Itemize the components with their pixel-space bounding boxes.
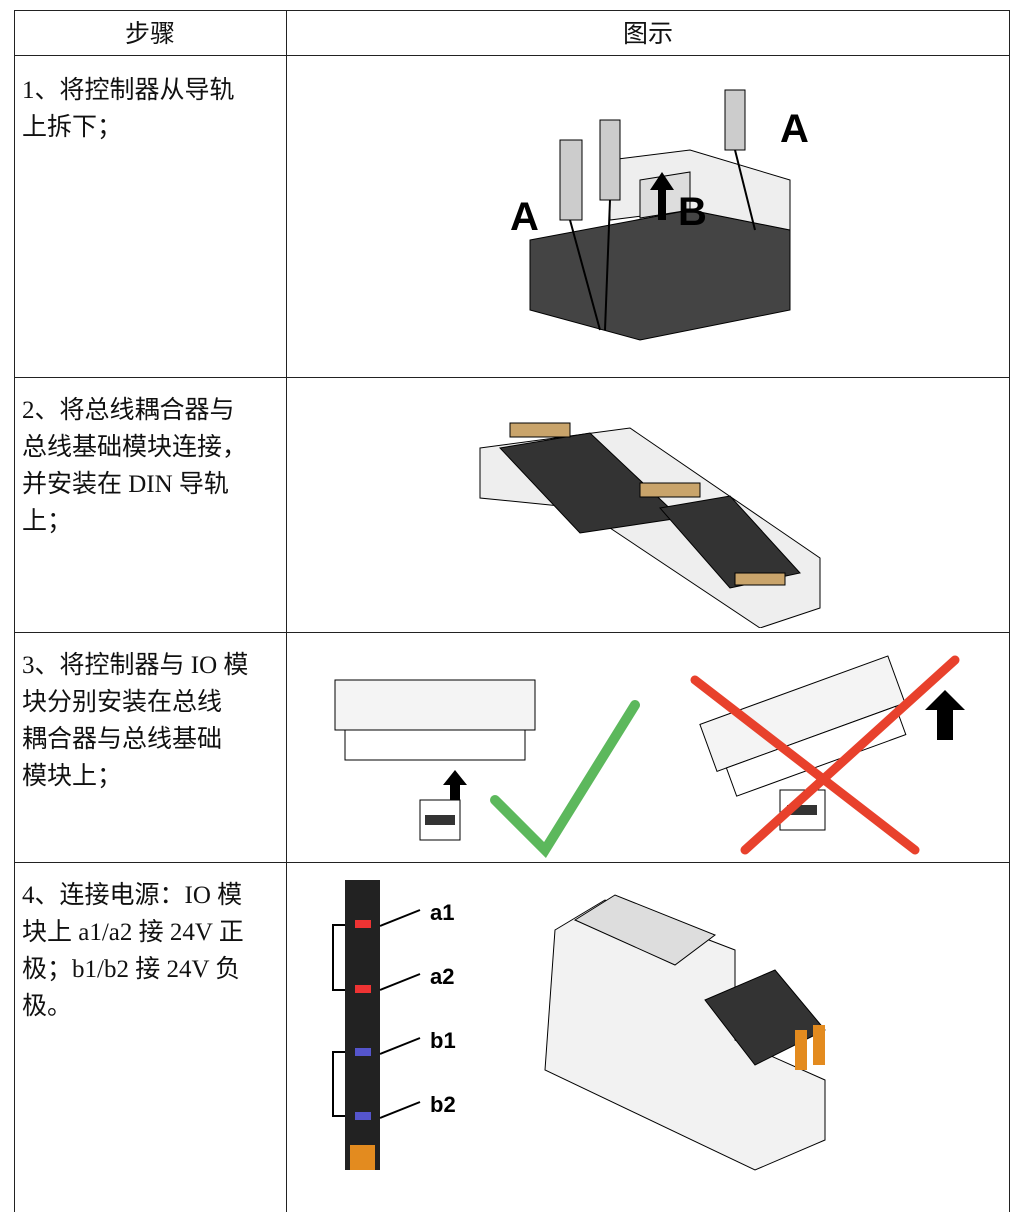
- step-line: 上；: [22, 508, 73, 535]
- step-line: 上拆下；: [22, 114, 123, 141]
- figure-label: A: [780, 107, 809, 151]
- step-line: 1、将控制器从导轨: [22, 77, 235, 104]
- rule: [14, 377, 1010, 378]
- header-cell: 图示: [622, 21, 673, 48]
- step-line: 块上 a1/a2 接 24V 正: [22, 919, 244, 946]
- figure-label: a2: [430, 964, 454, 989]
- figure-label: b1: [430, 1028, 456, 1053]
- rule: [14, 10, 1010, 11]
- rule: [286, 10, 287, 1212]
- figure-bus-coupler: [479, 422, 821, 628]
- figure-remove-controller: A B A: [510, 89, 809, 341]
- figure-label: B: [678, 190, 707, 234]
- figure-power-wiring: a1 a2 b1 b2: [332, 880, 826, 1171]
- rule: [14, 632, 1010, 633]
- step-text: 1、将控制器从导轨 上拆下；: [22, 72, 277, 146]
- step-line: 模块上；: [22, 763, 123, 790]
- header-cell: 步骤: [124, 21, 175, 48]
- step-line: 2、将总线耦合器与: [22, 397, 235, 424]
- step-line: 并安装在 DIN 导轨: [22, 471, 229, 498]
- step-line: 耦合器与总线基础: [22, 726, 223, 753]
- step-text: 4、连接电源：IO 模块上 a1/a2 接 24V 正极；b1/b2 接 24V…: [22, 877, 277, 1025]
- step-line: 总线基础模块连接，: [22, 434, 248, 461]
- figure-label: b2: [430, 1092, 456, 1117]
- figure-label: a1: [430, 900, 454, 925]
- rule: [14, 55, 1010, 56]
- rule: [14, 10, 15, 1212]
- figure-label: A: [510, 195, 539, 239]
- rule: [1009, 10, 1010, 1212]
- step-line: 极。: [22, 993, 73, 1020]
- rule: [14, 862, 1010, 863]
- step-text: 3、将控制器与 IO 模块分别安装在总线 耦合器与总线基础 模块上；: [22, 647, 277, 795]
- step-line: 4、连接电源：IO 模: [22, 882, 243, 909]
- step-line: 3、将控制器与 IO 模: [22, 652, 249, 679]
- step-text: 2、将总线耦合器与 总线基础模块连接， 并安装在 DIN 导轨 上；: [22, 392, 277, 540]
- figure-install-modules: [334, 655, 965, 858]
- step-line: 极；b1/b2 接 24V 负: [22, 956, 241, 983]
- step-line: 块分别安装在总线: [22, 689, 223, 716]
